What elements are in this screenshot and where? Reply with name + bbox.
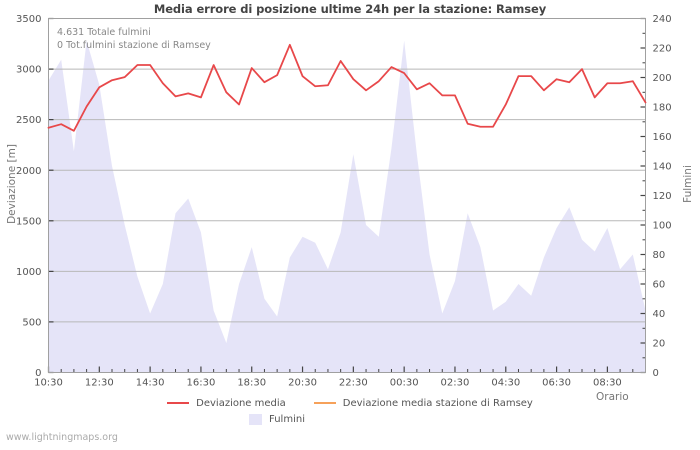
svg-text:02:30: 02:30: [441, 378, 470, 389]
svg-text:500: 500: [22, 318, 41, 329]
legend-row-1: Deviazione media Deviazione media stazio…: [0, 395, 700, 411]
legend-area-swatch-icon: [249, 413, 263, 425]
svg-text:2500: 2500: [16, 115, 41, 126]
svg-text:00:30: 00:30: [390, 378, 419, 389]
svg-text:120: 120: [653, 191, 672, 202]
plot-frame: [48, 18, 646, 373]
chart-annotations: 4.631 Totale fulmini 0 Tot.fulmini stazi…: [57, 26, 211, 52]
y-axis-left-label: Deviazione [m]: [6, 144, 18, 224]
svg-text:60: 60: [653, 280, 666, 291]
svg-text:06:30: 06:30: [542, 378, 571, 389]
svg-text:14:30: 14:30: [136, 378, 165, 389]
legend-label: Deviazione media: [196, 397, 286, 409]
svg-text:200: 200: [653, 73, 672, 84]
svg-text:220: 220: [653, 44, 672, 55]
svg-text:22:30: 22:30: [339, 378, 368, 389]
svg-text:100: 100: [653, 221, 672, 232]
annotation-station-strokes: 0 Tot.fulmini stazione di Ramsey: [57, 40, 211, 51]
legend-row-2: Fulmini: [0, 411, 700, 427]
chart-legend: Deviazione media Deviazione media stazio…: [0, 395, 700, 427]
legend-item-deviazione-media-stazione[interactable]: Deviazione media stazione di Ramsey: [313, 397, 533, 409]
svg-text:3000: 3000: [16, 65, 41, 76]
svg-text:0: 0: [653, 368, 659, 379]
svg-text:20:30: 20:30: [288, 378, 317, 389]
svg-text:18:30: 18:30: [237, 378, 266, 389]
legend-line-swatch-icon: [313, 401, 336, 405]
legend-line-swatch-icon: [167, 401, 190, 405]
svg-text:140: 140: [653, 162, 672, 173]
svg-text:10:30: 10:30: [34, 378, 63, 389]
svg-text:04:30: 04:30: [491, 378, 520, 389]
chart-title: Media errore di posizione ultime 24h per…: [153, 2, 547, 16]
svg-text:240: 240: [653, 14, 672, 25]
svg-text:160: 160: [653, 132, 672, 143]
svg-text:80: 80: [653, 250, 666, 261]
legend-item-deviazione-media[interactable]: Deviazione media: [167, 398, 286, 409]
legend-label: Fulmini: [269, 413, 305, 425]
x-axis-label: Orario: [596, 391, 629, 403]
svg-text:1000: 1000: [16, 267, 41, 278]
svg-text:1500: 1500: [16, 216, 41, 227]
svg-text:16:30: 16:30: [187, 378, 216, 389]
area-series-fulmini: [48, 40, 646, 373]
legend-item-fulmini[interactable]: Fulmini: [249, 413, 305, 425]
svg-text:0: 0: [35, 368, 41, 379]
svg-text:2000: 2000: [16, 166, 41, 177]
svg-text:40: 40: [653, 309, 666, 320]
legend-label: Deviazione media stazione di Ramsey: [342, 397, 533, 409]
y-axis-right-label: Fulmini: [682, 165, 694, 203]
svg-text:12:30: 12:30: [85, 378, 114, 389]
svg-text:3500: 3500: [16, 14, 41, 25]
annotation-total-strokes: 4.631 Totale fulmini: [57, 27, 151, 38]
footer-watermark: www.lightningmaps.org: [6, 432, 118, 443]
svg-text:08:30: 08:30: [593, 378, 622, 389]
svg-text:180: 180: [653, 103, 672, 114]
svg-text:20: 20: [653, 339, 666, 350]
line-series: [47, 43, 647, 132]
